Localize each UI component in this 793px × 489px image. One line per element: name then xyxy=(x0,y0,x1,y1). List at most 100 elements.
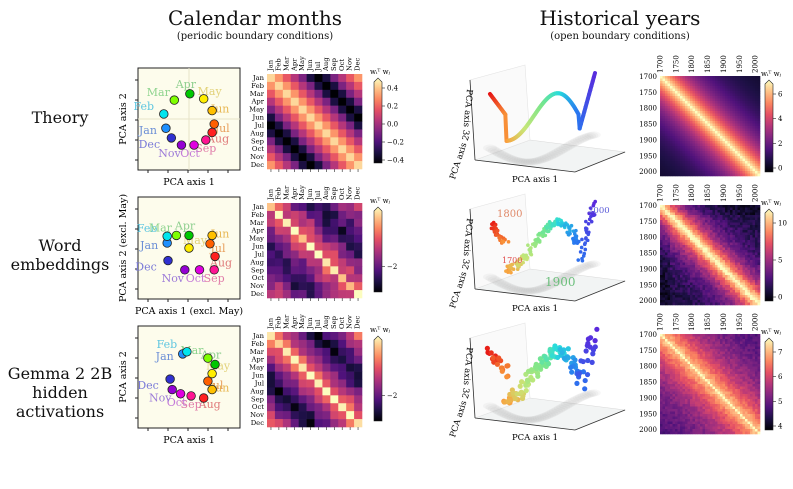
heatmap-cell xyxy=(755,103,758,107)
heatmap-cell xyxy=(682,394,686,397)
heatmap-cell xyxy=(662,295,666,298)
heatmap-cell xyxy=(672,381,676,385)
heatmap-cell xyxy=(722,361,726,365)
heatmap-cell xyxy=(727,235,731,238)
heatmap-cell xyxy=(715,282,718,286)
heatmap-cell xyxy=(697,275,701,278)
heatmap-cell xyxy=(267,129,276,138)
heatmap-cell xyxy=(737,173,741,177)
heatmap-cell xyxy=(707,148,711,152)
heatmap-cell xyxy=(735,96,738,99)
heatmap-col-label: Apr xyxy=(290,316,298,330)
heatmap-cell xyxy=(330,226,339,235)
heatmap-cell xyxy=(690,225,693,228)
heatmap-cell xyxy=(717,156,721,159)
heatmap-cell xyxy=(682,156,686,159)
heatmap-cell xyxy=(707,265,711,268)
heatmap-cell xyxy=(752,235,756,238)
heatmap-cell xyxy=(752,153,756,157)
heatmap-cell xyxy=(710,146,713,149)
heatmap-col-label: May xyxy=(298,314,306,329)
pca-month-label: Feb xyxy=(137,222,158,235)
heatmap-cell xyxy=(695,391,698,395)
heatmap-cell xyxy=(722,275,726,278)
heatmap-cell xyxy=(707,267,711,271)
heatmap-cell xyxy=(680,131,683,134)
heatmap-cell xyxy=(700,389,703,392)
heatmap-cell xyxy=(732,126,736,129)
heatmap-cell xyxy=(690,297,693,301)
heatmap-cell xyxy=(722,247,726,251)
heatmap-cell xyxy=(750,255,753,258)
heatmap-cell xyxy=(687,255,691,258)
heatmap-cell xyxy=(700,126,703,129)
pca-month-label: Dec xyxy=(139,138,161,151)
heatmap-cell xyxy=(675,121,678,124)
heatmap-cell xyxy=(687,136,691,139)
heatmap-cell xyxy=(697,250,701,253)
heatmap-cell xyxy=(705,230,708,233)
heatmap-cell xyxy=(322,363,331,372)
heatmap-cell xyxy=(742,381,746,385)
heatmap-cell xyxy=(670,153,673,157)
heatmap-cell xyxy=(750,290,753,293)
heatmap-cell xyxy=(707,91,711,94)
heatmap-cell xyxy=(702,207,706,211)
heatmap-cell xyxy=(720,334,723,337)
heatmap-cell xyxy=(672,290,676,293)
heatmap-cell xyxy=(732,252,736,256)
heatmap-cell xyxy=(687,381,691,385)
heatmap-cell xyxy=(695,146,698,149)
heatmap-cell xyxy=(685,290,688,293)
heatmap-cell xyxy=(338,121,347,130)
heatmap-cell xyxy=(667,240,671,243)
heatmap-cell xyxy=(346,332,355,341)
heatmap-cell xyxy=(695,161,698,164)
heatmap-cell xyxy=(740,359,743,362)
heatmap-cell xyxy=(692,81,696,84)
heatmap-cell xyxy=(675,252,678,256)
heatmap-cell xyxy=(715,108,718,112)
heatmap-cell xyxy=(677,285,681,288)
heatmap-cell xyxy=(675,148,678,152)
heatmap-cell xyxy=(692,394,696,397)
heatmap-cell xyxy=(747,161,751,164)
heatmap-cell xyxy=(732,225,736,228)
heatmap-cell xyxy=(672,336,676,340)
heatmap-cell xyxy=(725,376,728,380)
heatmap-cell xyxy=(690,111,693,114)
heatmap-cell xyxy=(338,89,347,99)
pca-month-label: Jan xyxy=(138,124,157,137)
heatmap-cell xyxy=(725,158,728,162)
heatmap-cell xyxy=(707,88,711,92)
heatmap-cell xyxy=(732,386,736,390)
heatmap-cell xyxy=(705,148,708,152)
heatmap-cell xyxy=(670,163,673,167)
heatmap-cell xyxy=(670,108,673,112)
heatmap-cell xyxy=(354,282,363,291)
heatmap-cell xyxy=(322,282,331,291)
heatmap-cell xyxy=(717,334,721,337)
heatmap-cell xyxy=(720,240,723,243)
heatmap-cell xyxy=(742,153,746,157)
heatmap-cell xyxy=(722,252,726,256)
heatmap-cell xyxy=(742,297,746,301)
heatmap-cell xyxy=(715,364,718,367)
heatmap-cell xyxy=(682,389,686,392)
heatmap-cell xyxy=(667,361,671,365)
heatmap-cell xyxy=(707,344,711,347)
heatmap-cell xyxy=(717,78,721,82)
heatmap-cell xyxy=(752,103,756,107)
colorbar-tick-label: −2 xyxy=(387,392,397,400)
heatmap-cell xyxy=(752,148,756,152)
heatmap-cell xyxy=(682,158,686,162)
heatmap-row-label: May xyxy=(249,235,264,243)
heatmap-cell xyxy=(702,222,706,226)
heatmap-cell xyxy=(750,292,753,296)
heatmap-cell xyxy=(677,131,681,134)
heatmap-cell xyxy=(740,297,743,301)
heatmap-cell xyxy=(677,217,681,221)
heatmap-cell xyxy=(322,153,331,162)
heatmap-cell xyxy=(702,88,706,92)
heatmap-cell xyxy=(755,76,758,79)
